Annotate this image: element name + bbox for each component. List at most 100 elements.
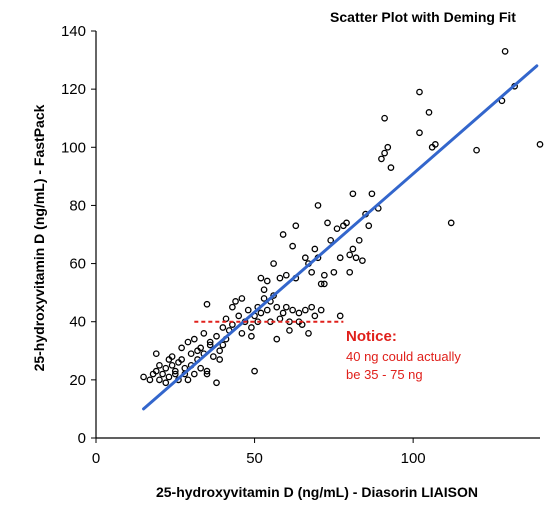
data-point	[381, 114, 388, 122]
data-point	[311, 312, 319, 320]
data-point	[368, 190, 376, 198]
data-point	[209, 353, 217, 360]
notice-title: Notice:	[346, 328, 397, 345]
data-point	[536, 141, 544, 148]
data-point	[222, 315, 230, 323]
data-point	[317, 306, 325, 314]
data-point	[355, 236, 363, 244]
x-tick-label: 0	[92, 450, 100, 467]
data-point	[235, 312, 243, 320]
y-tick-label: 0	[78, 430, 86, 447]
data-point	[146, 376, 154, 384]
data-point	[305, 329, 312, 337]
data-point	[263, 277, 271, 285]
data-point	[336, 312, 344, 320]
data-point	[216, 347, 224, 355]
data-point	[447, 219, 455, 227]
data-point	[387, 164, 395, 171]
data-point	[171, 367, 179, 375]
data-point	[301, 306, 309, 314]
data-point	[336, 254, 344, 262]
data-point	[289, 242, 296, 250]
data-point	[257, 274, 265, 282]
data-point	[244, 306, 252, 314]
data-point	[320, 280, 328, 288]
data-point	[187, 350, 195, 358]
data-point	[251, 367, 258, 375]
data-point	[282, 303, 290, 311]
y-axis-title: 25-hydroxyvitamin D (ng/mL) - FastPack	[31, 104, 47, 371]
data-point	[286, 327, 293, 334]
x-axis-title: 25-hydroxyvitamin D (ng/mL) - Diasorin L…	[156, 484, 478, 500]
data-point	[378, 155, 385, 163]
data-point	[213, 379, 220, 387]
data-point	[365, 222, 373, 230]
data-point	[276, 315, 284, 323]
y-tick-label: 40	[69, 314, 86, 331]
y-tick-label: 60	[69, 256, 86, 273]
data-point	[327, 236, 335, 244]
data-point	[333, 225, 341, 233]
data-point	[156, 376, 163, 384]
data-point	[140, 373, 147, 381]
data-point	[279, 309, 287, 317]
data-point	[229, 321, 236, 328]
data-point	[152, 350, 160, 358]
data-point	[257, 309, 265, 317]
data-point	[273, 303, 281, 311]
deming-fit-line	[142, 64, 539, 411]
data-point	[381, 149, 388, 157]
notice-line-2: be 35 - 75 ng	[346, 367, 423, 382]
data-point	[178, 344, 185, 352]
data-point	[346, 268, 354, 276]
data-point	[260, 286, 268, 294]
data-point	[190, 335, 198, 343]
data-point	[416, 129, 423, 137]
data-point	[425, 109, 433, 116]
data-point	[349, 190, 357, 198]
data-point	[349, 245, 357, 253]
data-point	[308, 303, 316, 311]
data-point	[263, 306, 271, 314]
data-point	[343, 219, 350, 227]
axes	[91, 30, 540, 443]
notice-line-1: 40 ng could actually	[346, 349, 461, 364]
data-point	[384, 143, 392, 151]
y-tick-label: 120	[61, 81, 86, 98]
data-point	[200, 329, 208, 337]
data-point	[352, 254, 360, 262]
data-point	[184, 338, 192, 346]
data-point	[216, 356, 224, 363]
x-tick-label: 100	[401, 450, 426, 467]
data-point	[229, 303, 236, 311]
y-tick-label: 140	[61, 23, 86, 40]
data-point	[213, 332, 220, 340]
data-point	[416, 88, 423, 96]
data-point	[270, 292, 277, 299]
data-point	[197, 364, 205, 372]
data-point	[159, 370, 166, 378]
data-point	[295, 309, 303, 317]
data-point	[171, 370, 179, 378]
data-points	[140, 47, 544, 387]
data-point	[219, 341, 227, 349]
data-point	[346, 251, 354, 259]
tick-labels: 0 20 40 60 80 100 120 140 0 50 100	[61, 23, 426, 467]
data-point	[330, 268, 338, 276]
data-point	[248, 324, 255, 331]
data-point	[314, 202, 322, 209]
data-point	[152, 367, 160, 375]
data-point	[203, 370, 211, 378]
data-point	[270, 260, 277, 267]
data-point	[248, 332, 255, 340]
data-point	[324, 219, 331, 227]
data-point	[238, 329, 246, 337]
data-point	[279, 231, 287, 238]
x-tick-label: 50	[246, 450, 263, 467]
data-point	[289, 306, 296, 314]
y-tick-label: 20	[69, 372, 86, 389]
data-point	[260, 295, 268, 302]
y-tick-label: 80	[69, 197, 86, 214]
data-point	[276, 274, 284, 282]
